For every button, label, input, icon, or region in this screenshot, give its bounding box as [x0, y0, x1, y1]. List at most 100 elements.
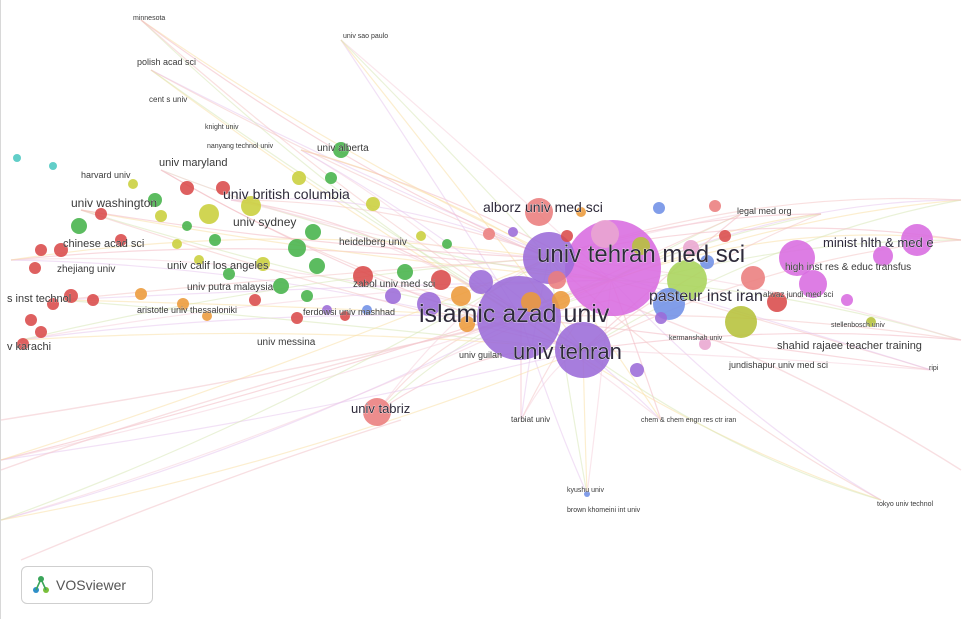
node-label-kyushu[interactable]: kyushu univ	[567, 487, 605, 494]
node-label-univ-british-columbia[interactable]: univ british columbia	[223, 186, 351, 203]
node-label-univ-tehran[interactable]: univ tehran	[513, 339, 622, 365]
node-label-kermanshah[interactable]: kermanshah univ	[669, 335, 723, 342]
network-node[interactable]	[591, 220, 619, 248]
network-node[interactable]	[469, 270, 493, 294]
network-node[interactable]	[273, 278, 289, 294]
node-label-univ-messina[interactable]: univ messina	[257, 337, 316, 348]
network-node[interactable]	[700, 255, 714, 269]
node-label-shahid-rajaee[interactable]: shahid rajaee teacher training	[777, 340, 922, 352]
node-label-cent-s-univ[interactable]: cent s univ	[149, 95, 188, 104]
node-label-tokyo[interactable]: tokyo univ technol	[877, 501, 934, 508]
network-node[interactable]	[291, 312, 303, 324]
node-label-univ-alberta[interactable]: univ alberta	[317, 143, 369, 154]
node-label-univ-maryland[interactable]: univ maryland	[159, 157, 228, 169]
network-node[interactable]	[431, 270, 451, 290]
network-node[interactable]	[584, 491, 590, 497]
network-node[interactable]	[25, 314, 37, 326]
network-node[interactable]	[54, 243, 68, 257]
network-node[interactable]	[459, 316, 475, 332]
network-node[interactable]	[873, 246, 893, 266]
network-node[interactable]	[508, 227, 518, 237]
network-node[interactable]	[135, 288, 147, 300]
network-node[interactable]	[87, 294, 99, 306]
network-node[interactable]	[128, 179, 138, 189]
node-label-knight[interactable]: knight univ	[205, 124, 239, 131]
node-label-heidelberg[interactable]: heidelberg univ	[339, 237, 407, 248]
network-node[interactable]	[256, 257, 270, 271]
network-node[interactable]	[340, 311, 350, 321]
network-node[interactable]	[719, 230, 731, 242]
network-node[interactable]	[799, 270, 827, 298]
network-node[interactable]	[630, 363, 644, 377]
node-label-tabriz[interactable]: univ tabriz	[351, 401, 411, 417]
network-node[interactable]	[305, 224, 321, 240]
node-label-high-inst-res[interactable]: high inst res & educ transfus	[785, 262, 911, 273]
node-label-legal-med-org[interactable]: legal med org	[737, 206, 792, 216]
network-node[interactable]	[29, 262, 41, 274]
network-node[interactable]	[779, 240, 815, 276]
network-node[interactable]	[548, 271, 566, 289]
node-label-harvard[interactable]: harvard univ	[81, 170, 131, 180]
node-label-tech-inst[interactable]: s inst technol	[7, 293, 72, 305]
node-label-chinese-acad-sci[interactable]: chinese acad sci	[63, 238, 145, 250]
network-node[interactable]	[767, 292, 787, 312]
node-label-alborz-univ-med-sci[interactable]: alborz univ med sci	[483, 199, 603, 216]
network-node[interactable]	[333, 142, 349, 158]
network-node[interactable]	[576, 207, 586, 217]
node-label-ripi[interactable]: ripi	[929, 365, 939, 372]
network-node[interactable]	[362, 305, 372, 315]
network-node[interactable]	[901, 224, 933, 256]
network-node[interactable]	[552, 291, 570, 309]
network-node[interactable]	[155, 210, 167, 222]
node-label-zabol[interactable]: zabol univ med sci	[353, 279, 436, 290]
network-node[interactable]	[741, 266, 765, 290]
node-layer[interactable]	[13, 142, 933, 497]
node-label-univ-guilan[interactable]: univ guilan	[459, 350, 502, 360]
network-node[interactable]	[309, 258, 325, 274]
network-node[interactable]	[417, 292, 441, 316]
network-node[interactable]	[385, 288, 401, 304]
network-node[interactable]	[177, 298, 189, 310]
node-label-univ-sao-paulo[interactable]: univ sao paulo	[343, 33, 389, 40]
network-node[interactable]	[209, 234, 221, 246]
node-label-ahvaz[interactable]: ahvaz jundi med sci	[763, 290, 834, 299]
network-node[interactable]	[182, 221, 192, 231]
network-node[interactable]	[325, 172, 337, 184]
node-label-islamic-azad-univ[interactable]: islamic azad univ	[419, 300, 610, 329]
network-node[interactable]	[561, 230, 573, 242]
network-node[interactable]	[194, 255, 204, 265]
network-node[interactable]	[148, 193, 162, 207]
node-label-univ-putra[interactable]: univ putra malaysia	[187, 282, 274, 293]
network-node[interactable]	[483, 228, 495, 240]
network-node[interactable]	[442, 239, 452, 249]
node-label-polish-acad[interactable]: polish acad sci	[137, 57, 196, 67]
node-label-minist-hlth[interactable]: minist hlth & med e	[823, 235, 934, 251]
network-node[interactable]	[397, 264, 413, 280]
network-node[interactable]	[115, 234, 127, 246]
network-node[interactable]	[35, 326, 47, 338]
network-node[interactable]	[322, 305, 332, 315]
network-node[interactable]	[451, 286, 471, 306]
network-node[interactable]	[95, 208, 107, 220]
network-node[interactable]	[709, 200, 721, 212]
network-node[interactable]	[35, 244, 47, 256]
node-label-chem-chem-engn[interactable]: chem & chem engn res ctr iran	[641, 417, 737, 424]
network-node[interactable]	[223, 268, 235, 280]
node-label-stellenbosch[interactable]: stellenbosch univ	[831, 322, 885, 329]
network-node[interactable]	[47, 298, 59, 310]
network-node[interactable]	[477, 276, 561, 360]
network-node[interactable]	[199, 204, 219, 224]
network-node[interactable]	[555, 322, 611, 378]
network-node[interactable]	[292, 171, 306, 185]
network-node[interactable]	[353, 266, 373, 286]
node-label-univ-calif[interactable]: univ calif los angeles	[167, 260, 269, 272]
network-node[interactable]	[523, 232, 575, 284]
node-label-brown[interactable]: brown khomeini int univ	[567, 507, 641, 514]
network-node[interactable]	[71, 218, 87, 234]
node-label-tarbiat[interactable]: tarbiat univ	[511, 415, 550, 424]
network-node[interactable]	[366, 197, 380, 211]
node-label-nanyang[interactable]: nanyang technol univ	[207, 143, 274, 150]
network-node[interactable]	[416, 231, 426, 241]
network-node[interactable]	[301, 290, 313, 302]
